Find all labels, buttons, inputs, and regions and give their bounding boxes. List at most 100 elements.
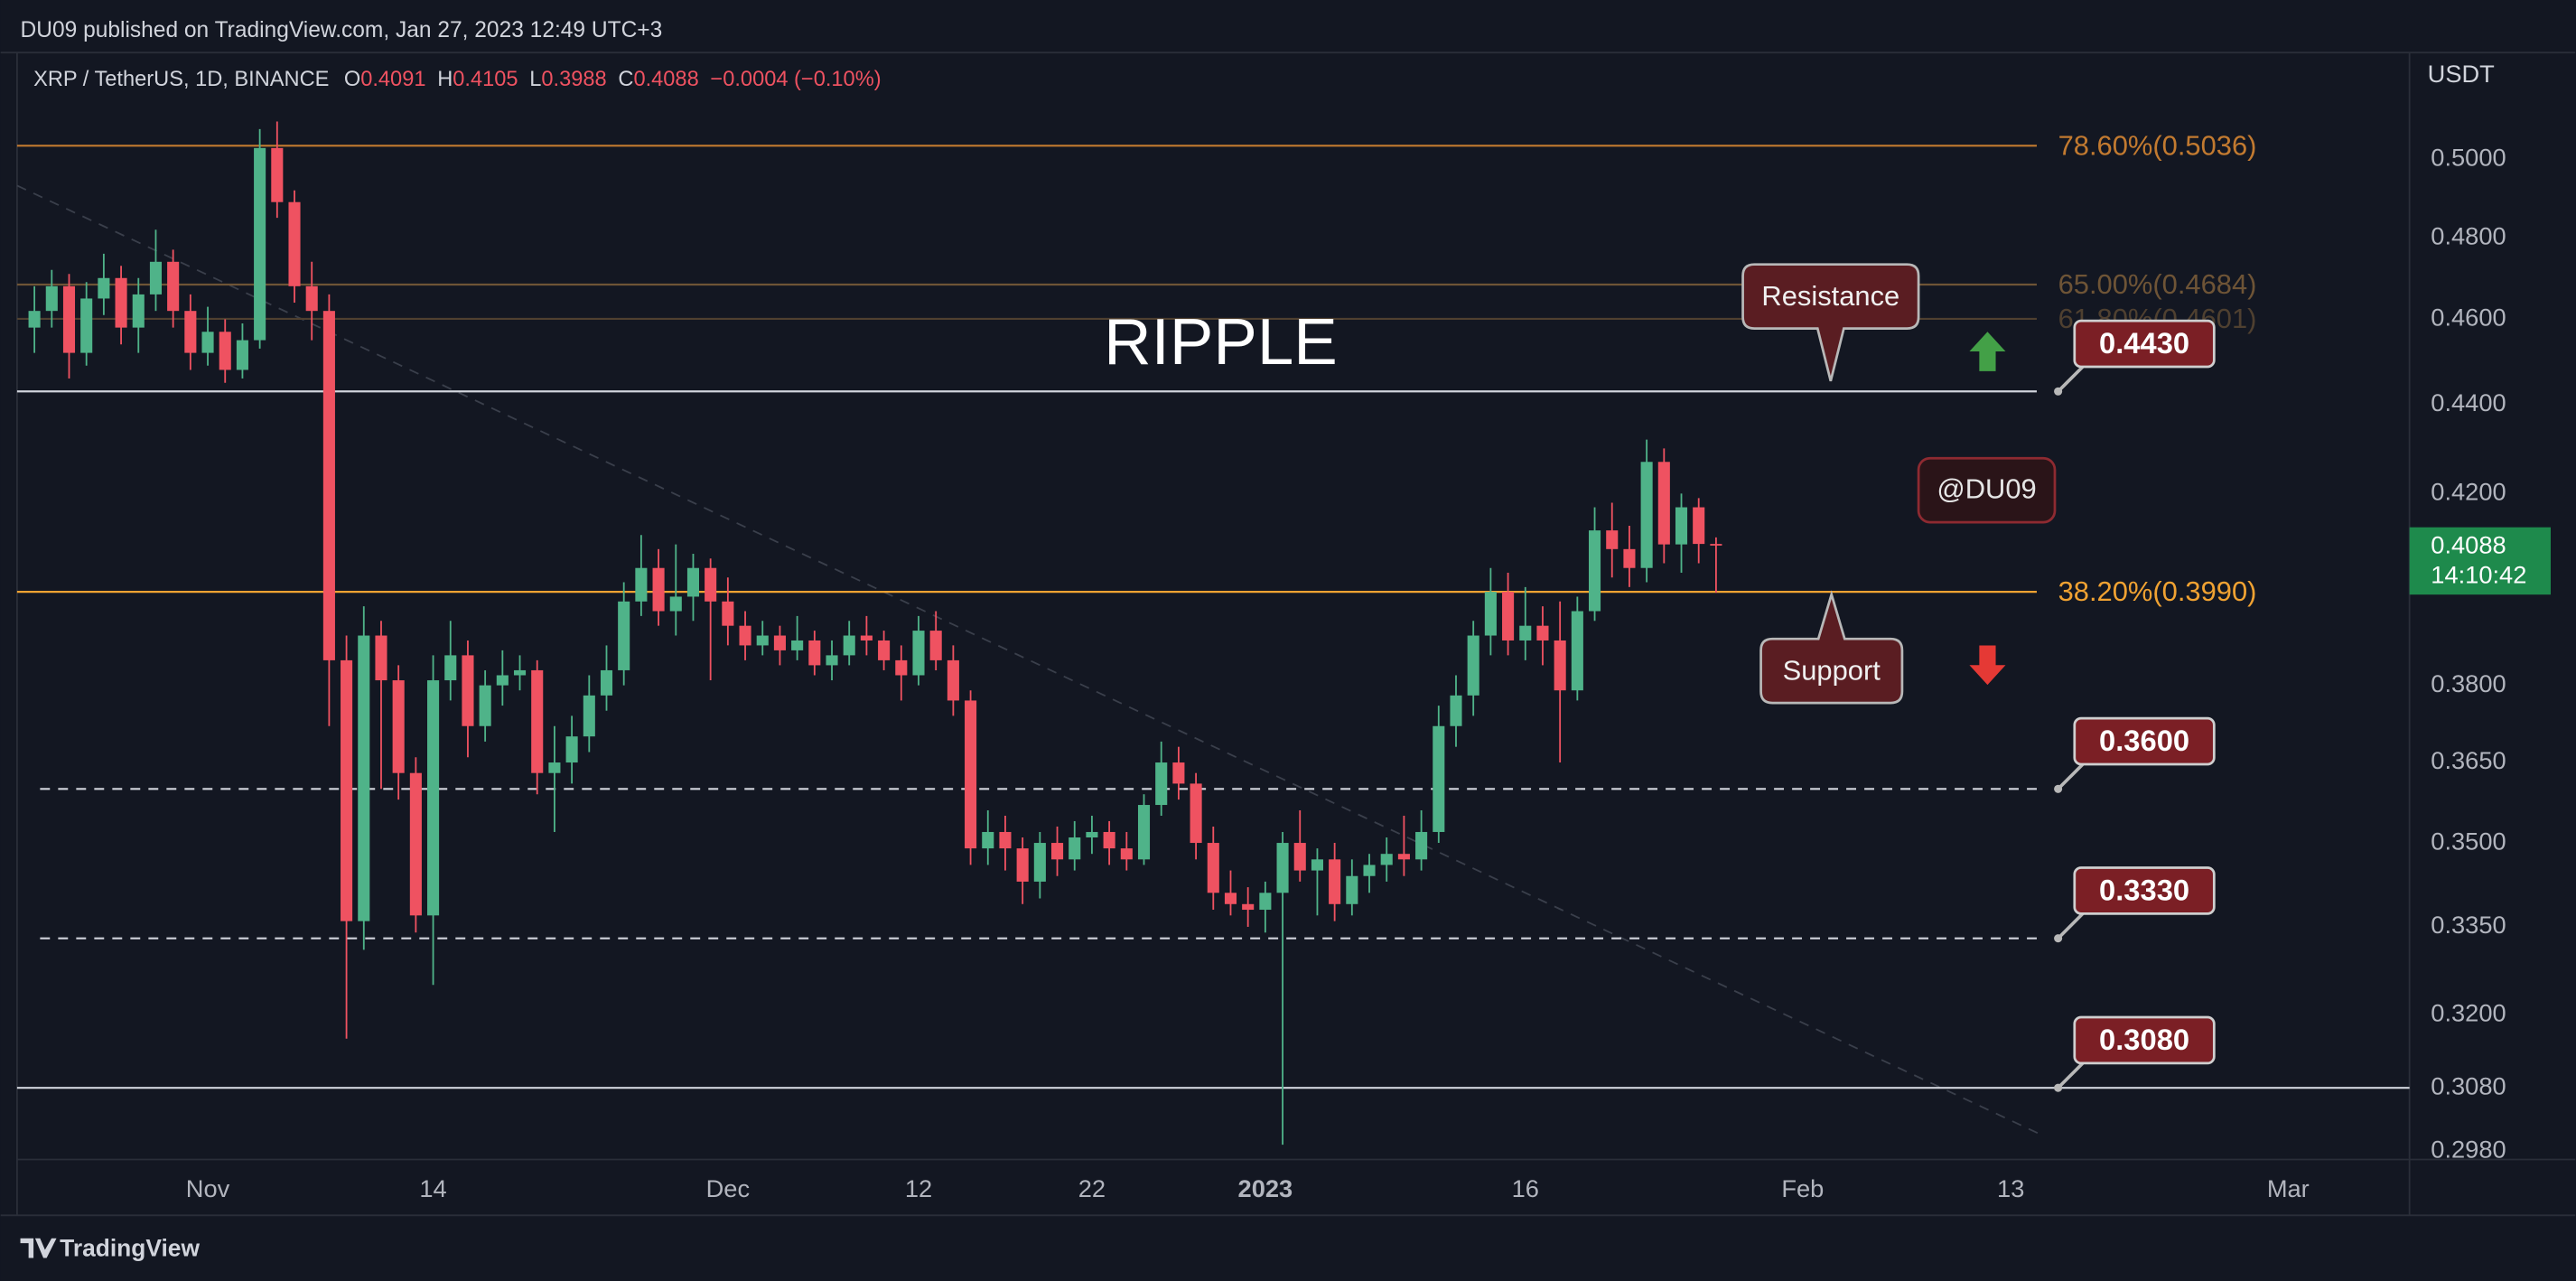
candle-body — [565, 736, 578, 763]
y-axis-label: USDT — [2428, 60, 2496, 88]
y-tick-label: 0.3800 — [2431, 669, 2506, 697]
candle-body — [531, 669, 544, 773]
callout-support: Support — [1759, 590, 1904, 705]
candle-body — [305, 285, 318, 312]
candle-body — [895, 659, 908, 676]
level-pointer — [2057, 1061, 2085, 1089]
ohlc-label: C — [618, 68, 633, 91]
level-box — [2073, 716, 2216, 766]
candle-body — [705, 567, 717, 602]
level-pointer-dot — [2054, 934, 2063, 943]
candle-body — [1519, 625, 1532, 640]
candle-body — [271, 147, 284, 202]
ohlc-label: L — [529, 68, 541, 91]
x-tick-label: 22 — [1078, 1174, 1106, 1202]
x-tick-label: Nov — [186, 1174, 230, 1202]
publisher: DU09 published on TradingView.com, Jan 2… — [21, 18, 663, 42]
brand: TradingView — [60, 1234, 200, 1261]
level-pointer — [2057, 762, 2085, 790]
candle-body — [583, 695, 595, 737]
candle-body — [496, 675, 509, 686]
candle-body — [1606, 530, 1619, 549]
level-box — [2073, 1015, 2216, 1065]
candle-body — [28, 311, 41, 328]
change: −0.0004 (−0.10%) — [710, 68, 881, 91]
candle-body — [1207, 843, 1219, 893]
candle-body — [635, 567, 648, 602]
y-tick-label: 0.3200 — [2431, 998, 2506, 1026]
callout-box — [1759, 590, 1904, 705]
y-tick-label: 0.4600 — [2431, 304, 2506, 332]
level-pointer-dot — [2054, 387, 2063, 396]
candle-body — [375, 635, 387, 681]
candle-body — [1016, 848, 1029, 882]
level-label: 0.3600 — [2099, 724, 2189, 757]
legend: XRP / TetherUS, 1D, BINANCE O0.4091 H0.410… — [33, 68, 881, 91]
candle-body — [513, 669, 527, 676]
candle-body — [878, 640, 891, 660]
candle-body — [1433, 725, 1445, 832]
level-label: 0.4430 — [2099, 326, 2189, 360]
y-tick-label: 0.3350 — [2431, 911, 2506, 939]
ohlc-value: 0.4088 — [633, 68, 698, 91]
candle-body — [1467, 635, 1479, 696]
x-tick-label: 16 — [1512, 1174, 1539, 1202]
candle-body — [1589, 530, 1601, 612]
level-pointer — [2057, 365, 2085, 393]
candle-body — [1415, 831, 1428, 860]
candle-body — [1242, 903, 1255, 911]
x-tick-label: 2023 — [1238, 1174, 1293, 1202]
candle-body — [600, 669, 613, 696]
candle-body — [45, 285, 58, 312]
candle-body — [1050, 843, 1064, 860]
candle-body — [1259, 893, 1272, 911]
candle-body — [1190, 783, 1202, 844]
candle-body — [201, 332, 214, 353]
candle-body — [618, 601, 630, 670]
candle-body — [965, 700, 977, 849]
level-pointer-dot — [2054, 784, 2063, 793]
level-label: 0.3330 — [2099, 873, 2189, 906]
candle-body — [1033, 843, 1046, 882]
candle-body — [1155, 762, 1168, 806]
candle-body — [1103, 831, 1115, 849]
candle-body — [1224, 893, 1237, 904]
candle-body — [999, 831, 1012, 849]
x-tick-label: Dec — [706, 1174, 750, 1202]
candle-body — [1346, 875, 1358, 904]
candle-body — [149, 261, 163, 295]
candle-body — [1293, 843, 1306, 871]
candle-body — [1086, 831, 1098, 837]
candle-body — [843, 635, 855, 656]
candle-body — [1623, 548, 1636, 568]
ohlc-label: H — [437, 68, 453, 91]
fib-label: 78.60%(0.5036) — [2058, 129, 2257, 161]
level-pointer — [2057, 912, 2085, 940]
y-tick-label: 0.4800 — [2431, 221, 2506, 249]
candle-body — [1675, 507, 1688, 545]
candle-body — [652, 567, 665, 612]
candle-body — [722, 601, 734, 626]
up-arrow — [1969, 332, 2006, 371]
callout-resistance: Resistance — [1741, 263, 1920, 382]
ohlc-value: 0.4105 — [453, 68, 518, 91]
symbol: XRP / TetherUS, 1D, BINANCE — [33, 68, 329, 91]
logo-icon — [20, 1238, 57, 1258]
x-tick-label: Mar — [2267, 1174, 2310, 1202]
footer-logo: TradingView — [20, 1234, 200, 1261]
candle-body — [982, 831, 994, 849]
candle-body — [1397, 854, 1410, 860]
candle-body — [1710, 544, 1722, 546]
candle-body — [826, 655, 838, 666]
candle-body — [739, 625, 751, 646]
candle-body — [98, 277, 110, 299]
candle-body — [1363, 865, 1376, 876]
x-tick-label: Feb — [1781, 1174, 1824, 1202]
y-tick-label: 0.5000 — [2431, 144, 2506, 172]
candle-body — [444, 655, 457, 681]
ohlc-value: 0.4091 — [360, 68, 425, 91]
trend-line — [16, 184, 2046, 1137]
candle-body — [62, 285, 76, 353]
candle-body — [1329, 859, 1341, 904]
